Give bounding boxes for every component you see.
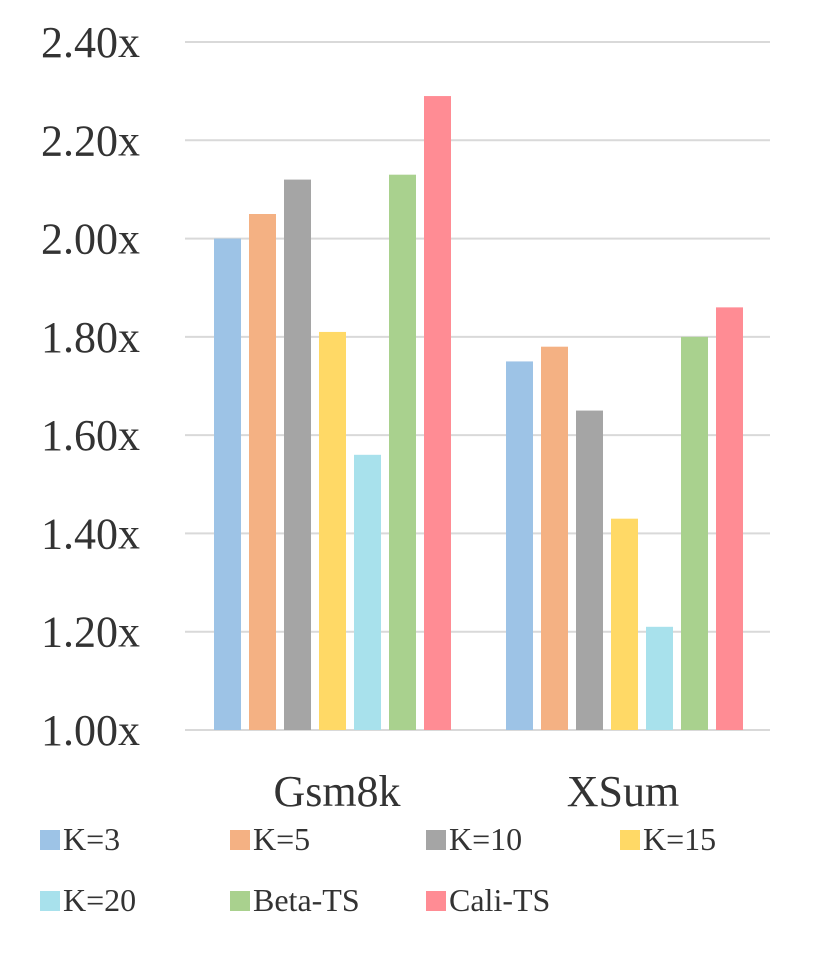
y-tick-label: 2.40x — [41, 18, 140, 67]
legend-label: K=5 — [253, 821, 310, 857]
y-axis-ticks: 1.00x 1.20x 1.40x 1.60x 1.80x 2.00x 2.20x 2.40x — [41, 18, 140, 755]
y-tick-label: 2.00x — [41, 215, 140, 264]
legend-label: Beta-TS — [253, 882, 360, 918]
legend-swatch — [230, 891, 250, 911]
legend-label: K=3 — [63, 821, 120, 857]
bar-gsm8k-k-3 — [214, 238, 241, 731]
y-tick-label: 1.20x — [41, 608, 140, 657]
bar-gsm8k-cali-ts — [424, 96, 451, 731]
bar-gsm8k-k-20 — [354, 454, 381, 730]
bar-gsm8k-k-10 — [284, 179, 311, 731]
bar-xsum-beta-ts — [681, 336, 708, 730]
bar-gsm8k-beta-ts — [389, 174, 416, 730]
legend-swatch — [40, 830, 60, 850]
legend-label: K=10 — [449, 821, 522, 857]
y-tick-label: 1.80x — [41, 313, 140, 362]
legend-swatch — [230, 830, 250, 850]
bar-xsum-k-10 — [576, 410, 603, 730]
y-tick-label: 1.60x — [41, 411, 140, 460]
legend-label: K=20 — [63, 882, 136, 918]
bar-xsum-k-15 — [611, 518, 638, 730]
legend-swatch — [40, 891, 60, 911]
y-tick-label: 1.00x — [41, 706, 140, 755]
legend-label: K=15 — [643, 821, 716, 857]
y-tick-label: 2.20x — [41, 116, 140, 165]
y-tick-label: 1.40x — [41, 509, 140, 558]
legend-swatch — [620, 830, 640, 850]
legend-label: Cali-TS — [449, 882, 550, 918]
x-axis-categories: Gsm8k XSum — [273, 767, 679, 816]
bar-gsm8k-k-5 — [249, 214, 276, 730]
gridlines — [185, 41, 770, 731]
bar-xsum-k-3 — [506, 361, 533, 730]
x-category-label: Gsm8k — [273, 767, 400, 816]
bar-gsm8k-k-15 — [319, 331, 346, 730]
legend-swatch — [426, 891, 446, 911]
legend-swatch — [426, 830, 446, 850]
x-category-label: XSum — [567, 767, 679, 816]
bar-xsum-cali-ts — [716, 307, 743, 730]
legend: K=3 K=5 K=10 K=15 K=20 Beta-TS Cali-TS — [40, 821, 716, 918]
bar-xsum-k-20 — [646, 626, 673, 730]
bars — [214, 96, 743, 731]
bar-xsum-k-5 — [541, 346, 568, 730]
